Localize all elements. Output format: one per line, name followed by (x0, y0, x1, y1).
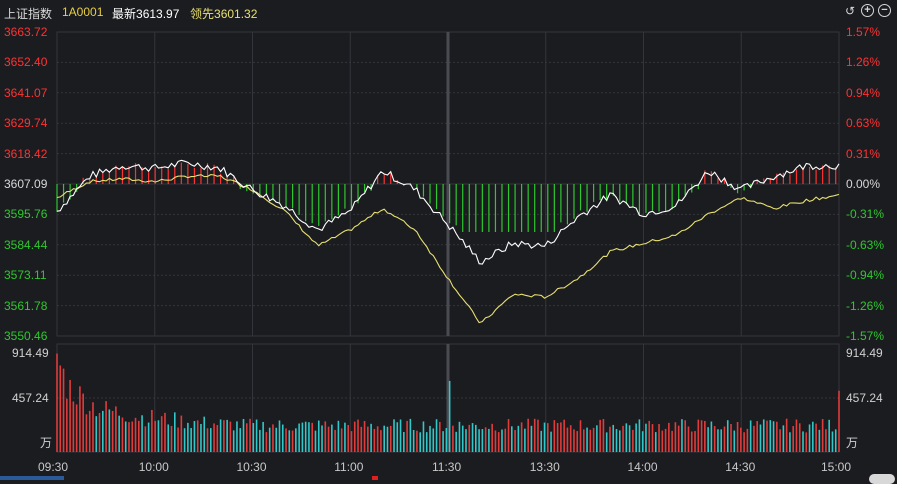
bottom-tab-active[interactable] (0, 476, 64, 480)
price-axis-label-left: 3652.40 (4, 55, 48, 70)
latest-price: 最新3613.97 (112, 5, 179, 22)
price-line (56, 159, 840, 265)
volume-axis-label-left: 457.24 (12, 391, 49, 405)
price-axis-label-left: 3550.46 (4, 329, 48, 343)
latest-value: 3613.97 (136, 7, 180, 21)
time-axis-label: 10:00 (138, 460, 169, 474)
volume-axis-label-right: 457.24 (846, 391, 883, 405)
time-axis-label: 15:00 (821, 460, 852, 474)
price-axis-label-left: 3618.42 (4, 146, 48, 161)
scroll-handle[interactable] (869, 474, 895, 484)
leading-value: 3601.32 (214, 7, 258, 21)
price-axis-label-right: 0.31% (846, 146, 881, 161)
price-axis-label-left: 3607.09 (4, 177, 48, 191)
time-axis-label: 14:30 (725, 460, 756, 474)
price-axis-label-right: -1.57% (846, 329, 885, 343)
index-code: 1A0001 (62, 5, 104, 19)
volume-axis-label-right: 914.49 (846, 346, 883, 360)
leading-line (56, 174, 840, 324)
time-axis-label: 09:30 (38, 460, 69, 474)
minus-circle-icon[interactable]: − (878, 4, 891, 17)
price-axis-label-left: 3595.76 (4, 207, 48, 222)
undo-icon[interactable]: ↺ (844, 4, 856, 18)
price-axis-label-right: 1.57% (846, 25, 881, 39)
price-axis-label-right: 0.63% (846, 116, 881, 131)
price-axis-label-right: 0.00% (846, 177, 881, 191)
bottom-scrollbar (0, 476, 897, 480)
volume-axis-label-left: 万 (40, 436, 53, 450)
price-axis-label-left: 3629.74 (4, 116, 48, 131)
price-axis-label-right: -0.31% (846, 207, 885, 222)
time-axis-label: 10:30 (236, 460, 267, 474)
time-axis-label: 11:00 (334, 460, 364, 474)
chart-header: 上证指数 1A0001 最新3613.97 领先3601.32 ↺ + − (0, 0, 897, 24)
volume-axis-label-left: 914.49 (12, 346, 49, 360)
price-axis-label-right: -0.94% (846, 268, 885, 283)
leading-price: 领先3601.32 (190, 5, 257, 22)
plus-circle-icon[interactable]: + (861, 4, 874, 17)
leading-label: 领先 (190, 7, 215, 21)
time-axis-label: 11:30 (432, 460, 462, 474)
price-axis-label-left: 3573.11 (4, 268, 47, 283)
volume-axis-label-right: 万 (846, 436, 859, 450)
bottom-marker (372, 476, 378, 480)
price-axis-label-right: 1.26% (846, 55, 881, 70)
time-axis-label: 14:00 (627, 460, 658, 474)
latest-label: 最新 (112, 7, 137, 21)
index-name: 上证指数 (4, 7, 53, 21)
time-axis-label: 13:30 (529, 460, 560, 474)
price-axis-label-left: 3663.72 (4, 25, 48, 39)
price-axis-label-right: 0.94% (846, 85, 881, 100)
price-axis-label-right: -0.63% (846, 237, 885, 252)
price-axis-label-right: -1.26% (846, 298, 885, 313)
price-axis-label-left: 3641.07 (4, 85, 48, 100)
price-axis-label-left: 3584.44 (4, 237, 48, 252)
price-axis-label-left: 3561.78 (4, 298, 48, 313)
chart-toolbar: ↺ + − (843, 4, 891, 18)
